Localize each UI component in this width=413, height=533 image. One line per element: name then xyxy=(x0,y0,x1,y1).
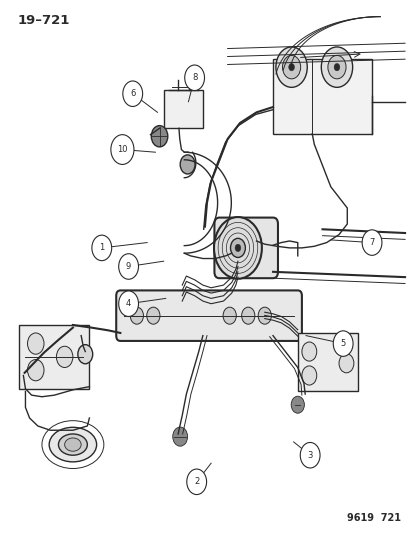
Circle shape xyxy=(235,244,240,252)
Circle shape xyxy=(230,238,245,257)
Circle shape xyxy=(130,307,143,324)
Text: 19–721: 19–721 xyxy=(17,14,69,27)
Text: 6: 6 xyxy=(130,89,135,98)
Circle shape xyxy=(92,235,112,261)
Text: 7: 7 xyxy=(368,238,374,247)
Circle shape xyxy=(119,291,138,317)
Circle shape xyxy=(332,331,352,357)
Circle shape xyxy=(78,345,93,364)
Circle shape xyxy=(111,135,134,165)
Circle shape xyxy=(288,63,294,71)
Text: 1: 1 xyxy=(99,244,104,253)
Text: 10: 10 xyxy=(117,145,127,154)
Circle shape xyxy=(146,307,159,324)
Circle shape xyxy=(27,360,44,381)
Ellipse shape xyxy=(64,438,81,451)
FancyBboxPatch shape xyxy=(163,90,202,128)
Circle shape xyxy=(275,47,306,87)
Ellipse shape xyxy=(49,427,96,462)
Circle shape xyxy=(186,469,206,495)
Circle shape xyxy=(27,333,44,354)
Circle shape xyxy=(184,65,204,91)
Circle shape xyxy=(56,346,73,368)
Text: 9619  721: 9619 721 xyxy=(346,513,400,523)
Circle shape xyxy=(282,55,300,79)
Circle shape xyxy=(180,155,195,174)
Ellipse shape xyxy=(58,434,87,455)
Circle shape xyxy=(241,307,254,324)
Circle shape xyxy=(119,254,138,279)
Circle shape xyxy=(214,217,261,279)
FancyBboxPatch shape xyxy=(272,59,371,134)
Circle shape xyxy=(320,47,352,87)
Circle shape xyxy=(301,342,316,361)
Text: 5: 5 xyxy=(340,339,345,348)
Circle shape xyxy=(338,354,353,373)
FancyBboxPatch shape xyxy=(297,333,357,391)
FancyBboxPatch shape xyxy=(116,290,301,341)
Circle shape xyxy=(258,307,271,324)
Text: 9: 9 xyxy=(126,262,131,271)
FancyBboxPatch shape xyxy=(214,217,277,278)
Circle shape xyxy=(123,81,142,107)
Circle shape xyxy=(223,307,236,324)
Circle shape xyxy=(301,366,316,385)
Circle shape xyxy=(299,442,319,468)
Circle shape xyxy=(172,427,187,446)
Circle shape xyxy=(151,126,167,147)
Circle shape xyxy=(290,396,304,413)
Text: 4: 4 xyxy=(126,299,131,308)
Text: 8: 8 xyxy=(192,73,197,82)
Text: 2: 2 xyxy=(194,478,199,486)
Circle shape xyxy=(361,230,381,255)
Circle shape xyxy=(333,63,339,71)
Text: 3: 3 xyxy=(307,451,312,460)
FancyBboxPatch shape xyxy=(19,325,89,389)
Circle shape xyxy=(327,55,345,79)
